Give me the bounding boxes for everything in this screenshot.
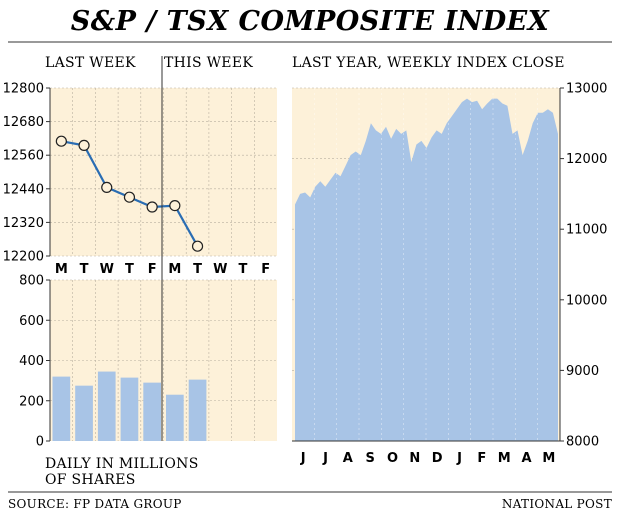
line-y-tick-label: 12320 [3,216,44,231]
month-tick-label: S [365,451,374,466]
month-tick-label: F [477,451,486,466]
index-point [191,240,204,252]
area-month-grid [314,88,538,441]
day-tick-label: W [100,262,114,277]
day-tick-label: T [125,262,134,277]
area-y-axis: 8000 9000 10000 11000 12000 13000 [559,82,607,450]
day-tick-label: M [168,262,181,277]
index-point [55,135,67,147]
line-y-tick-label: 12200 [3,250,44,265]
source-note: SOURCE: FP DATA GROUP [8,497,182,511]
month-tick-label: A [343,451,353,466]
day-tick-label: T [239,262,248,277]
month-tick-label: D [432,451,443,466]
volume-bar [52,376,71,441]
line-y-tick-label: 12560 [3,149,44,164]
day-tick-label: T [193,262,202,277]
line-y-tick-label: 12440 [3,182,44,197]
volume-label-line1: DAILY IN MILLIONS [45,456,199,472]
volume-bar [165,394,184,441]
month-tick-label: A [521,451,531,466]
volume-bar [120,377,139,441]
day-tick-label: T [80,262,89,277]
area-y-tick-label: 8000 [566,435,599,450]
last-week-label: LAST WEEK [45,55,136,71]
volume-label-line2: OF SHARES [45,472,136,488]
index-area [295,98,558,441]
month-tick-label: M [498,451,511,466]
this-week-label: THIS WEEK [164,55,253,71]
area-y-tick-label: 12000 [566,152,607,167]
month-tick-label: J [300,451,306,466]
area-y-tick-label: 9000 [566,364,599,379]
volume-bars [52,371,207,441]
area-y-tick-label: 11000 [566,223,607,238]
month-tick-label: O [387,451,398,466]
volume-bar [75,385,93,441]
day-tick-label: F [148,262,157,277]
day-tick-label: W [213,262,227,277]
month-tick-label: J [322,451,328,466]
index-point [101,181,113,193]
volume-bar [97,371,116,441]
month-tick-label: J [456,451,462,466]
bar-y-tick-label: 400 [19,354,44,369]
bar-y-tick-label: 200 [19,394,44,409]
daily-index-line [55,135,204,252]
month-tick-label: N [409,451,420,466]
month-tick-label: M [542,451,555,466]
credit-note: NATIONAL POST [502,497,612,511]
day-tick-label: F [261,262,270,277]
index-point [169,200,181,212]
line-y-tick-label: 12680 [3,115,44,130]
bar-grid [50,279,277,441]
area-y-tick-label: 13000 [566,82,607,97]
line-y-axis: 12200 12320 12440 12560 12680 12800 [3,82,51,265]
bar-y-tick-label: 600 [19,314,44,329]
day-tick-label: M [55,262,68,277]
index-point [78,139,90,151]
area-y-tick-label: 10000 [566,293,607,308]
line-y-tick-label: 12800 [3,82,44,97]
volume-bar [143,382,162,441]
volume-bar [188,379,207,441]
bar-y-axis: 0 200 400 600 800 [19,274,51,450]
index-point [123,191,136,203]
chart-title: S&P / TSX COMPOSITE INDEX [71,6,550,37]
last-year-label: LAST YEAR, WEEKLY INDEX CLOSE [292,55,565,71]
index-point [146,201,158,213]
bar-y-tick-label: 0 [36,435,44,450]
index-area-fill [295,98,558,441]
bar-y-tick-label: 800 [19,274,44,289]
